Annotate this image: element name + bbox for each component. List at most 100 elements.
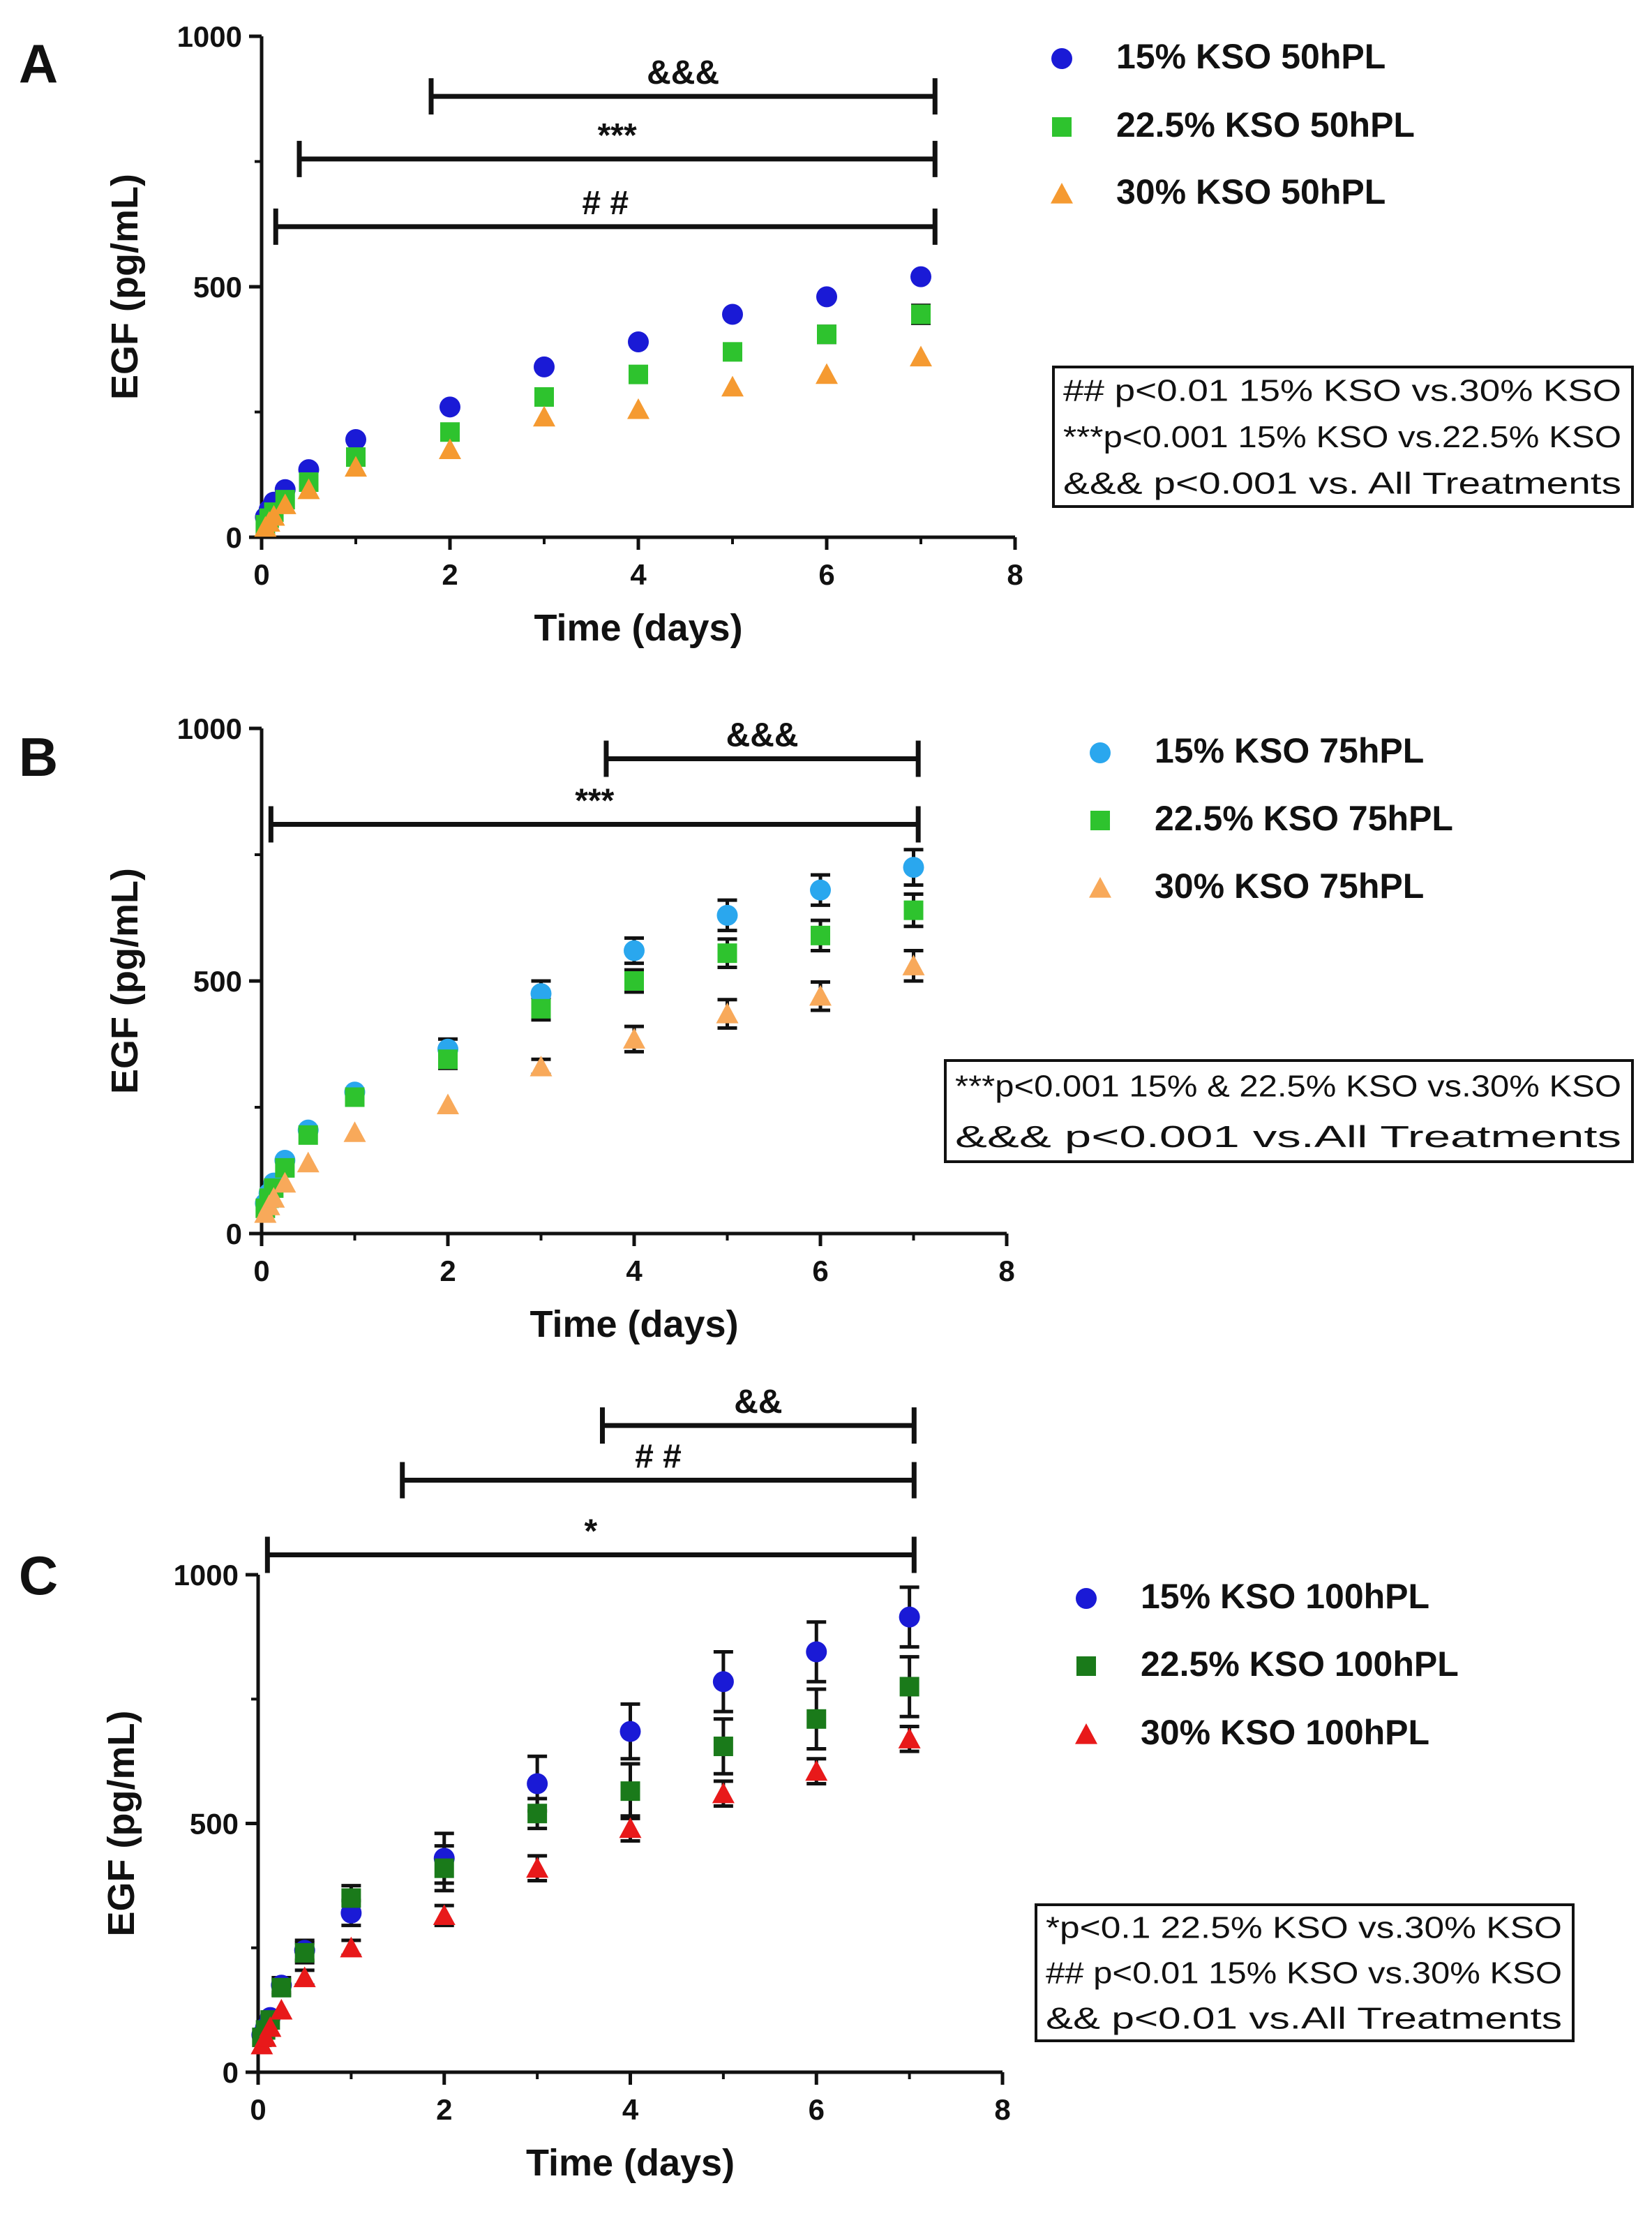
data-point-triangle [270,1998,293,2020]
x-tick-label: 6 [809,2093,825,2126]
data-point-square [294,1942,315,1963]
y-tick-label: 1000 [177,20,242,53]
bracket-label: &&& [647,54,719,91]
legend-marker-triangle [1051,183,1073,204]
data-point-circle [440,396,460,418]
data-point-triangle [273,493,296,514]
x-tick-label: 4 [626,1254,643,1287]
y-tick-label: 1000 [177,712,242,745]
data-point-circle [628,331,649,352]
data-point-circle [620,1721,641,1742]
data-point-square [903,900,924,920]
legend-marker-circle [1076,1588,1097,1609]
legend-label: 22.5% KSO 100hPL [1141,1645,1459,1684]
legend-label: 15% KSO 100hPL [1141,1577,1429,1616]
data-point-square [717,943,737,964]
data-point-triangle [433,1904,456,1926]
data-point-circle [806,1641,827,1663]
x-tick-label: 4 [630,558,647,591]
data-point-triangle [530,1056,553,1077]
legend-marker-square [1052,117,1072,137]
data-point-triangle [262,504,285,526]
data-point-triangle [297,478,320,500]
data-point-square [345,1087,365,1107]
y-tick-label: 500 [193,271,242,304]
data-point-triangle [437,1093,459,1114]
x-tick-label: 8 [998,1254,1014,1287]
data-point-circle [722,304,743,325]
x-tick-label: 2 [440,1254,456,1287]
data-point-square [817,324,836,345]
data-point-triangle [296,1151,320,1173]
data-point-circle [810,879,831,901]
data-point-square [271,1977,292,1998]
legend-label: 15% KSO 75hPL [1155,731,1424,770]
x-tick-label: 4 [622,2093,639,2126]
y-tick-label: 500 [193,965,242,998]
legend-marker-triangle [1089,877,1111,898]
y-axis-label: EGF (pg/mL) [104,174,146,400]
stats-annotation-box [944,1059,1634,1163]
stats-annotation-line: && p<0.01 vs.All Treatments [1046,2002,1562,2036]
data-point-square [911,304,931,324]
data-point-square [620,1781,640,1801]
data-point-triangle [898,1728,921,1748]
x-tick-label: 8 [994,2093,1010,2126]
data-point-triangle [910,345,932,367]
data-point-circle [624,940,645,961]
x-tick-label: 6 [818,558,834,591]
legend-marker-square [1090,811,1110,830]
data-point-triangle [526,1857,549,1878]
legend-label: 30% KSO 75hPL [1155,867,1424,906]
y-tick-label: 0 [226,1218,242,1250]
legend-marker-circle [1090,742,1111,763]
bracket-label: # # [635,1439,682,1476]
y-tick-label: 1000 [174,1559,239,1591]
data-point-circle [527,1773,548,1795]
data-point-triangle [439,438,461,459]
data-point-square [713,1736,733,1756]
data-point-circle [816,286,837,308]
chart-panel-c: C 0 2 4 6 8 0 500 1000 Time (days) EGF (pg/mL) && # … [19,1384,1575,2184]
bracket-label: * [584,1513,597,1550]
panel-letter: A [19,33,58,94]
y-axis-label: EGF (pg/mL) [100,1711,142,1937]
data-point-square [624,971,644,991]
data-point-square [723,342,742,362]
chart-panel-b: B 0 2 4 6 8 0 500 1000 Time (days) EGF (pg/mL) &&& *… [19,712,1634,1345]
legend-label: 22.5% KSO 75hPL [1155,799,1453,838]
data-point-circle [716,904,738,926]
data-point-square [438,1049,458,1070]
data-point-square [341,1888,361,1908]
data-point-triangle [716,1003,739,1024]
data-point-triangle [619,1817,642,1838]
stats-annotation-line: ***p<0.001 15% KSO vs.22.5% KSO [1063,420,1621,454]
data-point-square [806,1709,827,1729]
panel-letter: B [19,726,58,788]
data-point-circle [530,983,552,1005]
data-point-triangle [809,984,832,1006]
y-tick-label: 500 [190,1808,239,1841]
x-axis-label: Time (days) [526,2142,735,2184]
bracket-label: &&& [726,717,799,754]
data-point-square [527,1804,548,1824]
data-point-triangle [816,363,838,384]
bracket-label: && [734,1384,782,1421]
data-point-circle [345,428,366,450]
legend-marker-circle [1051,48,1072,69]
x-tick-label: 0 [250,2093,266,2126]
stats-annotation-line: ## p<0.01 15% KSO vs.30% KSO [1046,1956,1562,1991]
data-point-triangle [712,1782,735,1804]
data-point-triangle [627,398,649,419]
x-axis-label: Time (days) [534,607,742,649]
data-point-triangle [721,375,744,397]
data-point-square [298,1125,318,1145]
x-axis-label: Time (days) [530,1303,738,1345]
x-tick-label: 0 [253,1254,269,1287]
data-point-square [899,1677,919,1697]
bracket-label: # # [582,185,629,222]
x-tick-label: 8 [1007,558,1023,591]
y-tick-label: 0 [223,2056,239,2089]
data-point-triangle [623,1028,645,1049]
stats-annotation-line: *p<0.1 22.5% KSO vs.30% KSO [1046,1911,1562,1945]
